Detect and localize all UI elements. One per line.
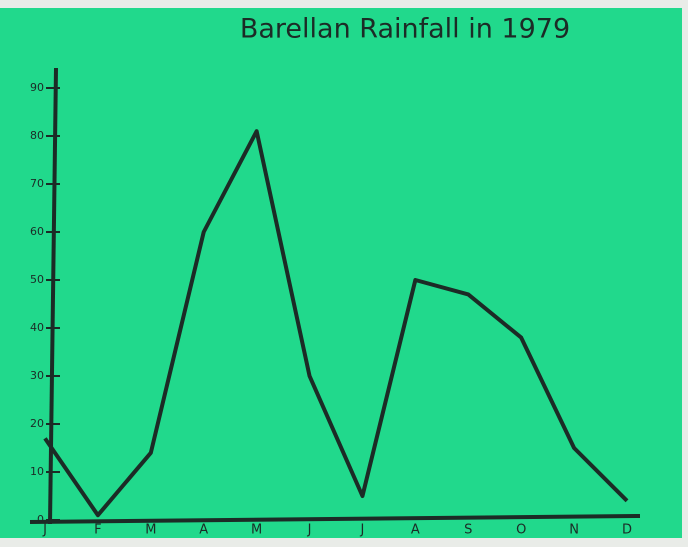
x-axis (29, 514, 641, 524)
x-tick-label: J (42, 523, 47, 538)
y-tick-label: 90 (30, 81, 44, 94)
x-tick-label: N (569, 523, 579, 538)
line (43, 129, 629, 518)
x-tick-label: A (199, 523, 208, 538)
paper (0, 8, 682, 538)
x-tick-label: D (622, 523, 632, 538)
x-tick-label: O (516, 523, 526, 538)
y-tick-label: 80 (30, 129, 44, 142)
x-tick-label: M (251, 523, 262, 538)
y-tick-label: 50 (30, 273, 44, 286)
x-tick-label: S (464, 523, 472, 538)
x-tick-label: A (411, 523, 420, 538)
chart-title: Barellan Rainfall in 1979 (240, 14, 570, 45)
y-tick-label: 0 (37, 513, 44, 526)
y-tick-label: 10 (30, 465, 44, 478)
x-tick-label: J (307, 523, 312, 538)
x-tick-label: J (360, 523, 365, 538)
y-tick-label: 60 (30, 225, 44, 238)
y-tick-label: 70 (30, 177, 44, 190)
x-tick-label: F (94, 523, 101, 538)
x-tick-label: M (145, 523, 156, 538)
y-tick-label: 30 (30, 369, 44, 382)
y-tick-label: 40 (30, 321, 44, 334)
y-tick-label: 20 (30, 417, 44, 430)
